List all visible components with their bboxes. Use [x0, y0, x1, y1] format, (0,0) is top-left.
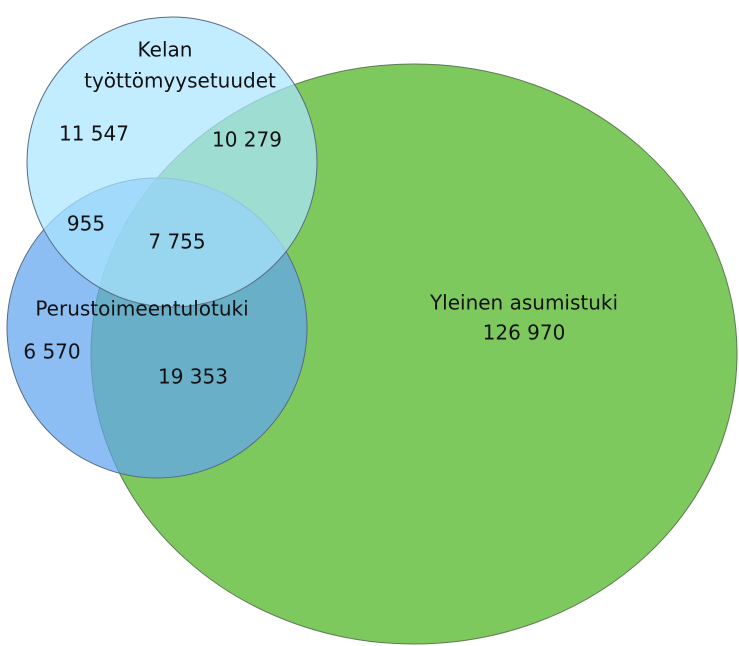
region-value: 11 547: [59, 122, 129, 146]
region-value: 7 755: [148, 230, 205, 254]
set-label: työttömyysetuudet: [84, 69, 276, 93]
region-value: 126 970: [483, 321, 566, 345]
region-value: 6 570: [23, 340, 80, 364]
region-value: 955: [67, 212, 105, 236]
set-label: Perustoimeentulotuki: [35, 297, 248, 321]
region-value: 10 279: [212, 128, 282, 152]
set-label: Yleinen asumistuki: [429, 291, 618, 315]
set-circle-kela: [26, 16, 318, 308]
region-value: 19 353: [158, 365, 228, 389]
set-label: Kelan: [138, 38, 193, 62]
